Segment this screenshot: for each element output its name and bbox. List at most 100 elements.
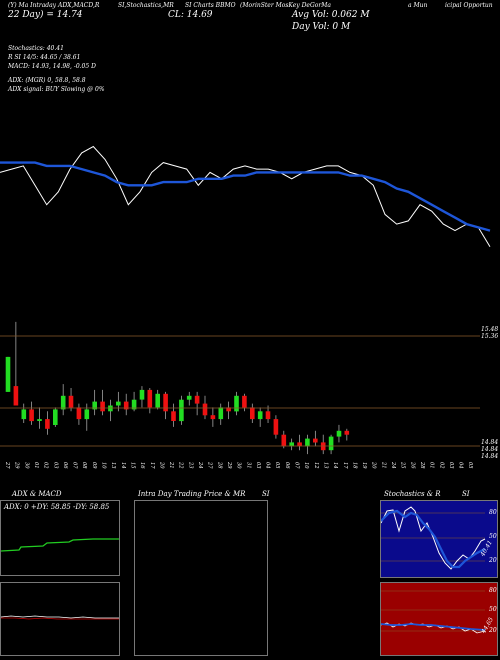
candle-body (186, 395, 192, 400)
candle (242, 393, 247, 412)
main-chart: 27 Sep 29 Sep30 Sep 01 Oct 02 Oct03 Oct 06 O… (0, 145, 491, 470)
date-label: 20 Nov (371, 461, 377, 470)
candle (328, 434, 334, 455)
rsi-chart (381, 590, 486, 634)
candle (289, 438, 294, 451)
date-label: 04 Nov (265, 462, 271, 470)
candle-body (265, 411, 271, 420)
candle-body (305, 438, 310, 447)
candle-body (289, 442, 294, 447)
header-line1-right-d: icipal Opportun (445, 2, 493, 9)
candle (45, 411, 50, 435)
stoch-label-80: 80 (489, 509, 497, 516)
candle-body (21, 409, 27, 420)
date-label: 28 Oct (216, 461, 222, 470)
date-label: 10 Oct (101, 462, 107, 470)
date-label: 29 Oct (226, 461, 232, 470)
candle-body (336, 430, 342, 437)
adx-panel-title: ADX & MACD (12, 490, 62, 498)
date-label: 18 Nov (351, 462, 357, 470)
rsi-panel (380, 582, 498, 656)
candle (37, 407, 42, 429)
candle-body (92, 401, 97, 410)
candle-body (226, 407, 231, 412)
stoch-d-line (381, 509, 486, 569)
date-label: 14 Oct (120, 462, 126, 470)
candle (336, 424, 342, 443)
macd-line (1, 615, 119, 619)
candle-body (53, 409, 58, 425)
candle (305, 434, 310, 455)
candle-body (202, 403, 208, 416)
header-day-vol: Day Vol: 0 M (292, 22, 351, 32)
date-label: 27 Sep (4, 461, 10, 470)
adx-panel: ADX: 0 +DY: 58.85 -DY: 58.85 (0, 500, 120, 576)
candle (171, 403, 176, 427)
candle-body (234, 395, 239, 412)
candle (147, 388, 153, 414)
intraday-panel-title-right: SI (262, 490, 270, 498)
date-label: 02 Dec (438, 462, 444, 470)
candle (92, 389, 97, 416)
date-label: 15 Oct (129, 462, 135, 470)
candle-body (155, 393, 160, 408)
price-line-layer (0, 145, 491, 248)
candle-body (344, 430, 350, 435)
date-label: 21 Oct (168, 461, 174, 470)
date-label: 25 Nov (400, 461, 406, 470)
adx-readout: ADX: 0 +DY: 58.85 -DY: 58.85 (4, 503, 110, 511)
candle-body (218, 407, 224, 420)
candle (108, 399, 113, 422)
date-label: 29 Sep (14, 461, 20, 470)
stats-stochastics: Stochastics: 40.41 (8, 45, 64, 52)
candle-body (116, 401, 121, 406)
candle-body (123, 401, 129, 410)
date-label: 13 Oct (110, 462, 116, 470)
intraday-panel-title: Intra Day Trading Price & MR (138, 490, 246, 498)
date-label: 17 Nov (342, 462, 348, 470)
candle (202, 395, 208, 420)
candle (281, 430, 287, 449)
stoch-panel-title: Stochastics & R (384, 490, 441, 498)
candle-body (68, 395, 74, 408)
header-line1-right-c: a Mun (408, 2, 428, 9)
date-label: 07 Oct (72, 462, 78, 470)
candle (13, 321, 19, 406)
candle (123, 393, 129, 416)
adx-line-chart (1, 538, 119, 552)
candle-body (250, 407, 255, 420)
candle-body (37, 419, 42, 421)
header-line1-mid: SI,Stochastics,MR (118, 2, 174, 9)
candle-body (5, 356, 11, 392)
candle (5, 356, 11, 392)
candle (194, 391, 200, 416)
candle-body (273, 419, 279, 435)
date-label: 16 Oct (139, 462, 145, 470)
price-label-low2: 14.84 (481, 446, 499, 453)
date-label: 03 Nov (255, 462, 261, 470)
date-label: 19 Nov (361, 462, 367, 470)
candle (100, 389, 105, 416)
date-label: 10 Nov (303, 462, 309, 470)
rsi-label-20: 20 (489, 627, 497, 634)
candle (186, 391, 192, 406)
candle-body (328, 436, 334, 451)
header-line1-left: (Y) Ma Intraday ADX,MACD,R (8, 2, 100, 9)
macd-line-chart (1, 615, 119, 620)
date-label: 13 Nov (322, 462, 328, 470)
candle (265, 405, 271, 423)
stats-macd: MACD: 14.93, 14.98, -0.05 D (8, 63, 96, 70)
rsi-label-80: 80 (489, 587, 497, 594)
candle-body (100, 401, 105, 412)
rsi-label-50: 50 (489, 606, 497, 613)
date-label: 30 Oct (236, 462, 242, 470)
stoch-label-20: 20 (489, 557, 497, 564)
candle-body (242, 395, 247, 408)
date-label: 31 Oct (245, 462, 251, 470)
candle-body (45, 419, 50, 429)
date-label: 07 Nov (294, 462, 300, 470)
candle (273, 415, 279, 439)
candle (21, 403, 27, 423)
date-label: 02 Oct (43, 462, 49, 470)
candle (53, 407, 58, 427)
